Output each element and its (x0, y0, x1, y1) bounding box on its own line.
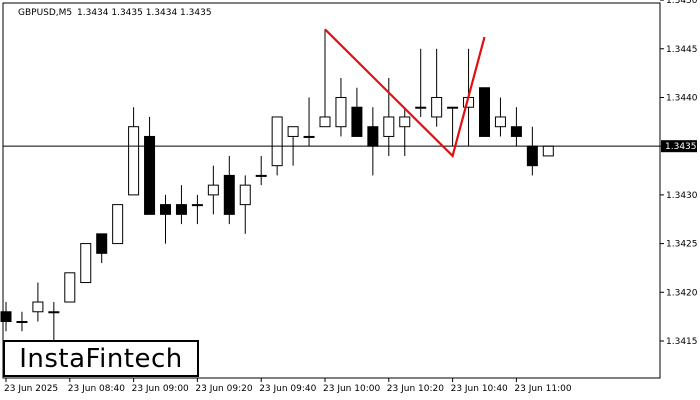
y-tick-label: 1.3425 (666, 240, 698, 250)
y-tick-label: 1.3415 (666, 337, 698, 347)
candle-body-bear (367, 126, 379, 147)
candle (128, 107, 140, 196)
candle-body-bull (399, 116, 411, 128)
candles-group (0, 29, 554, 341)
x-tick-label: 23 Jun 09:20 (195, 384, 252, 394)
x-tick-label: 23 Jun 10:20 (387, 384, 444, 394)
candle-body-bull (32, 301, 44, 313)
y-tick-label: 1.3420 (666, 288, 698, 298)
candle-body-bull (191, 204, 203, 207)
candle-body-bull (494, 116, 506, 128)
candle (175, 185, 187, 225)
candle (112, 204, 124, 245)
candle-body-bear (0, 311, 12, 323)
x-tick-label: 23 Jun 09:40 (259, 384, 316, 394)
candle-body-bull (16, 321, 28, 324)
plot-frame (2, 2, 661, 379)
current-price-badge (661, 140, 697, 153)
candle (96, 233, 108, 264)
x-tick-label: 23 Jun 10:00 (323, 384, 380, 394)
pattern-group (324, 28, 486, 159)
candle-body-bull (447, 106, 459, 109)
candle (191, 194, 203, 225)
candle (431, 48, 443, 127)
candle (64, 272, 76, 303)
symbol-label: GBPUSD,M5 (18, 8, 72, 18)
candle-body-bull (271, 116, 283, 167)
candle-body-bear (144, 135, 156, 215)
x-tick-label: 23 Jun 09:00 (132, 384, 189, 394)
y-tick-label: 1.3430 (666, 191, 698, 201)
candle (32, 282, 44, 322)
candle (447, 106, 459, 147)
candle (479, 87, 490, 137)
candle-body-bull (48, 311, 60, 314)
candle-body-bear (175, 204, 187, 215)
x-tick-label: 23 Jun 11:00 (514, 384, 571, 394)
candle (80, 243, 92, 284)
candle-body-bear (96, 233, 108, 254)
candle-body-bear (479, 87, 490, 137)
candle (48, 302, 60, 341)
candle (415, 48, 427, 117)
x-tick-label: 23 Jun 10:40 (451, 384, 508, 394)
current-price-label: 1.3435 (665, 142, 697, 152)
candle (255, 155, 267, 186)
candle (223, 155, 235, 225)
candle-body-bull (64, 272, 76, 303)
ohlc-values: 1.3434 1.3435 1.3434 1.3435 (77, 8, 212, 18)
y-tick-label: 1.3445 (666, 45, 698, 55)
instafintech-logo: InstaFintech (3, 340, 199, 377)
double-top-pattern-line (324, 28, 486, 159)
candle (239, 175, 251, 234)
candle-body-bull (319, 116, 331, 128)
candle-body-bear (351, 106, 363, 137)
candle-body-bull (128, 126, 140, 196)
candle (160, 194, 171, 244)
x-axis: 23 Jun 2025 23 Jun 08:40 23 Jun 09:00 23 Ju… (4, 378, 572, 394)
candle-body-bear (223, 174, 235, 215)
candle-body-bull (112, 204, 124, 245)
candle (510, 107, 522, 147)
candle (494, 97, 506, 137)
candle-body-bull (207, 184, 219, 196)
price-line-group: 1.3435 (3, 140, 697, 153)
candle (399, 107, 411, 156)
candle-body-bull (431, 96, 443, 118)
candle-body-bear (510, 126, 522, 137)
candle-body-bull (303, 135, 315, 138)
y-tick-label: 1.3440 (666, 93, 698, 103)
candle (0, 302, 12, 332)
candle (303, 97, 315, 147)
candle-body-bull (255, 174, 267, 177)
candle (16, 311, 28, 332)
candle (542, 145, 554, 157)
candle-body-bull (287, 126, 299, 137)
candle-body-bull (80, 243, 92, 284)
candle-body-bull (415, 106, 427, 109)
candle (383, 78, 395, 156)
candle (319, 29, 331, 128)
candle-body-bull (383, 116, 395, 137)
candle (335, 78, 347, 137)
candle-body-bull (239, 184, 251, 206)
candle (144, 116, 156, 215)
y-tick-label: 1.3450 (666, 0, 698, 6)
candle-body-bear (526, 145, 538, 167)
candle-body-bull (335, 96, 347, 128)
candle (351, 87, 363, 137)
candle-body-bear (160, 204, 171, 215)
candle (207, 165, 219, 215)
candle-body-bull (542, 145, 554, 157)
x-tick-label: 23 Jun 2025 (4, 384, 58, 394)
x-tick-label: 23 Jun 08:40 (68, 384, 125, 394)
